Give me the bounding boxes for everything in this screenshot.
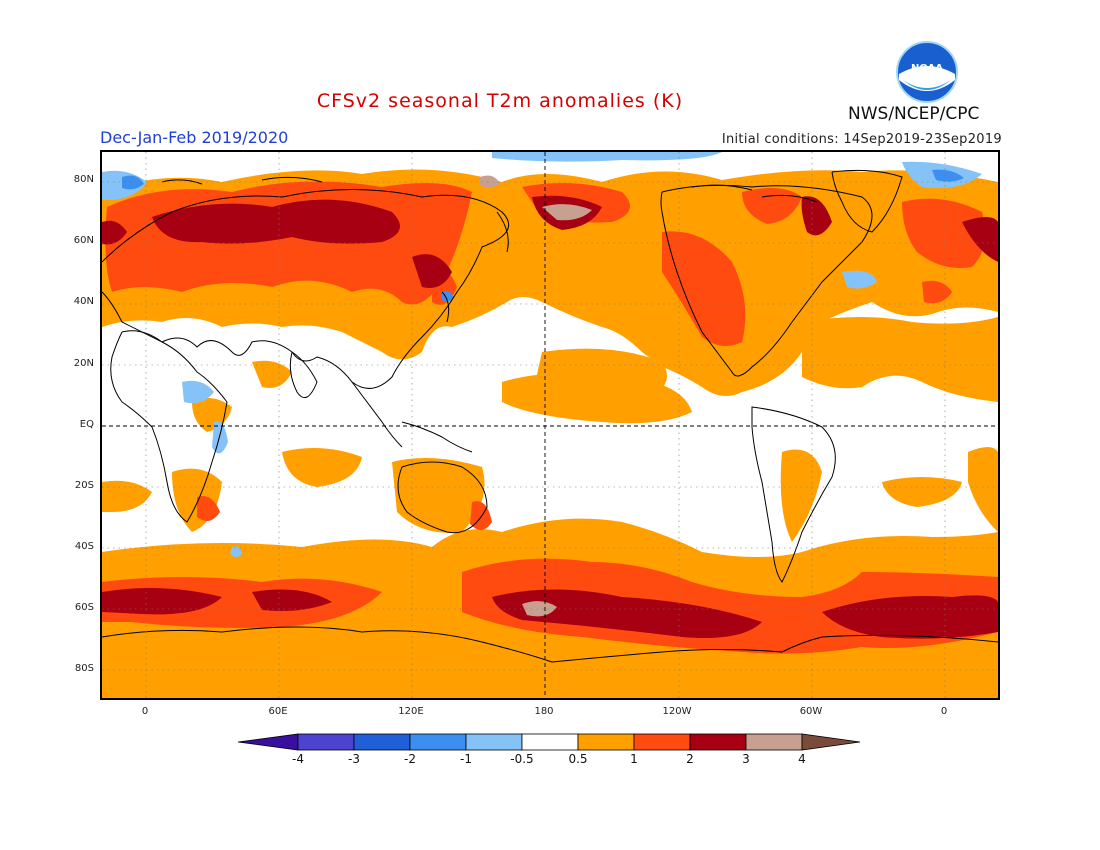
graticule (102, 152, 998, 698)
lat-label-40s: 40S (74, 541, 94, 552)
lon-label-0-left: 0 (141, 706, 149, 717)
colorbar-label-minus2: -2 (404, 752, 416, 766)
lon-label-0-right: 0 (940, 706, 948, 717)
lon-label-60w: 60W (799, 706, 823, 717)
coastlines (102, 169, 998, 663)
colorbar-segment-2-3 (689, 733, 747, 751)
svg-text:NOAA: NOAA (911, 63, 943, 74)
colorbar-label-minus05: -0.5 (510, 752, 534, 766)
lat-label-80n: 80N (73, 174, 94, 185)
colorbar-segment-2-1 (409, 733, 467, 751)
lon-label-120w: 120W (662, 706, 692, 717)
colorbar-label-2: 2 (686, 752, 694, 766)
colorbar-segment-gt-4 (801, 733, 861, 751)
lat-label-20s: 20S (74, 480, 94, 491)
lon-label-120e: 120E (398, 706, 424, 717)
lon-label-180: 180 (534, 706, 554, 717)
colorbar (238, 733, 861, 751)
colorbar-label-minus1: -1 (460, 752, 472, 766)
anomaly-map-svg (102, 152, 998, 698)
colorbar-segment-4-3 (297, 733, 355, 751)
colorbar-label-minus3: -3 (348, 752, 360, 766)
colorbar-segment-3-2 (353, 733, 411, 751)
colorbar-segment-05-1 (577, 733, 635, 751)
anomaly-orange-regions (102, 169, 998, 698)
lon-label-60e: 60E (268, 706, 288, 717)
colorbar-label-3: 3 (742, 752, 750, 766)
lat-label-20n: 20N (73, 358, 94, 369)
lat-label-eq: EQ (79, 419, 94, 430)
initial-conditions-label: Initial conditions: 14Sep2019-23Sep2019 (721, 132, 1002, 147)
anomaly-blue-regions (122, 169, 964, 302)
colorbar-label-05: 0.5 (568, 752, 588, 766)
anomaly-darkred-regions (102, 195, 998, 639)
lat-label-80s: 80S (74, 663, 94, 674)
lat-label-60n: 60N (73, 235, 94, 246)
noaa-logo-icon: NOAA (896, 41, 958, 103)
colorbar-segment-lt-4 (238, 733, 299, 751)
colorbar-segment-1-05 (465, 733, 523, 751)
colorbar-label-minus4: -4 (292, 752, 304, 766)
colorbar-label-1: 1 (630, 752, 638, 766)
colorbar-segment-3-4 (745, 733, 803, 751)
colorbar-label-4: 4 (798, 752, 806, 766)
lat-label-60s: 60S (74, 602, 94, 613)
colorbar-segment-neutral (521, 733, 579, 751)
season-label: Dec-Jan-Feb 2019/2020 (100, 128, 289, 147)
anomaly-brown-regions (480, 175, 592, 617)
agency-label: NWS/NCEP/CPC (848, 104, 980, 124)
map-title: CFSv2 seasonal T2m anomalies (K) (316, 90, 684, 112)
anomaly-map (100, 150, 1000, 700)
lat-label-40n: 40N (73, 296, 94, 307)
reference-lines (102, 152, 998, 698)
colorbar-segment-1-2 (633, 733, 691, 751)
